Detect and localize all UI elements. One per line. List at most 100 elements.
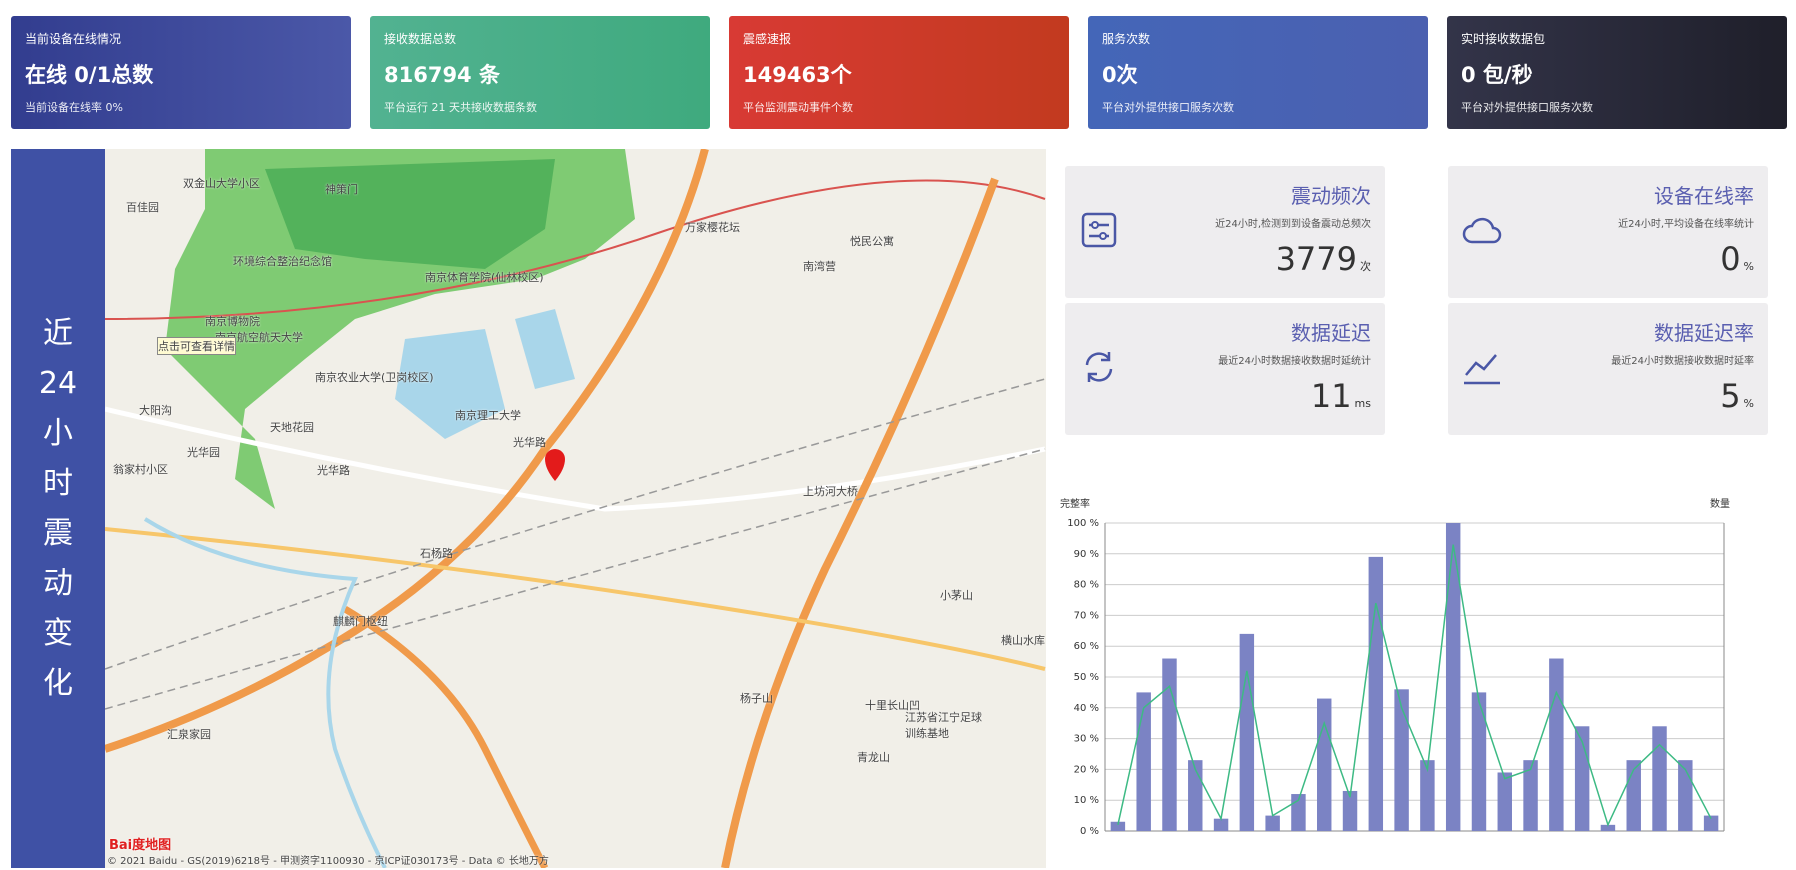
y-tick-label: 90 % (1074, 549, 1099, 560)
bar (1652, 726, 1667, 831)
y-tick-label: 100 % (1067, 518, 1099, 529)
stat-title: 数据延迟 (1291, 321, 1371, 345)
bar (1136, 692, 1151, 831)
map-label: 南京体育学院(仙林校区) (425, 271, 544, 284)
stat-unit: 次 (1360, 260, 1371, 273)
y-tick-label: 50 % (1074, 672, 1099, 683)
map-label: 大阳沟 (139, 404, 172, 417)
stat-value: 11 (1310, 377, 1352, 415)
y-tick-label: 60 % (1074, 641, 1099, 652)
header-card: 实时接收数据包 0 包/秒 平台对外提供接口服务次数 (1447, 16, 1787, 129)
stat-desc: 近24小时,检测到到设备震动总频次 (1215, 219, 1371, 230)
y-tick-label: 10 % (1074, 795, 1099, 806)
card-label: 当前设备在线情况 (25, 32, 122, 46)
y-axis-title: 完整率 (1060, 497, 1090, 510)
stat-card: 数据延迟率最近24小时数据接收数据时延率 5% (1448, 303, 1768, 435)
card-value: 816794 条 (384, 63, 500, 87)
map-label: 光华路 (513, 436, 546, 449)
map-label: 石杨路 (420, 547, 453, 560)
card-label: 接收数据总数 (384, 32, 457, 46)
side-panel: 近24小时震动变化 (11, 149, 105, 868)
bar (1239, 633, 1255, 831)
map-label: 南京航空航天大学 (215, 331, 303, 344)
bar (1497, 772, 1512, 831)
card-value: 0 包/秒 (1461, 63, 1533, 87)
card-label: 震感速报 (743, 32, 792, 46)
header-card: 震感速报 149463个 平台监测震动事件个数 (729, 16, 1069, 129)
stat-icon (1085, 352, 1113, 382)
map-label: 青龙山 (857, 751, 890, 764)
stat-unit: % (1743, 260, 1754, 273)
stat-title: 设备在线率 (1654, 184, 1754, 208)
bar (1213, 818, 1229, 831)
header-card: 当前设备在线情况在线 0/1总数当前设备在线率 0% (11, 16, 351, 129)
stat-icon (1462, 217, 1502, 244)
bar (1265, 815, 1280, 831)
card-value: 在线 0/1总数 (25, 63, 154, 87)
stat-icon (1081, 212, 1117, 248)
stat-card: 设备在线率 近24小时,平均设备在线率统计 0% (1448, 166, 1768, 298)
map-label: 神策门 (325, 183, 358, 196)
chart: 完整率 数量 0 % 10 % 20 % 30 % 40 % 50 % 60 % 70 % 80… (1060, 497, 1730, 837)
map-label: 麒麟门枢纽 (333, 615, 388, 628)
bar (1420, 760, 1435, 831)
map-label: 南京农业大学(卫岗校区) (315, 371, 434, 384)
y-tick-label: 70 % (1074, 610, 1099, 621)
map-label: 翁家村小区 (113, 463, 168, 476)
stat-card: 数据延迟最近24小时数据接收数据时延统计 11 ms (1065, 303, 1385, 435)
y-tick-label: 30 % (1074, 734, 1099, 745)
map-label: 杨子山 (740, 692, 773, 705)
stat-icon (1464, 354, 1500, 385)
bar (1162, 658, 1177, 831)
side-title: 近24小时震动变化 (38, 316, 78, 701)
map-label: 双金山大学小区 (183, 177, 260, 190)
map-label: 光华园 (187, 446, 220, 459)
y-tick-label: 40 % (1074, 703, 1099, 714)
map-label: 横山水库 (1001, 634, 1045, 647)
bar (1549, 658, 1564, 831)
map-base (105, 149, 1046, 868)
stat-desc: 最近24小时数据接收数据时延统计 (1218, 356, 1371, 367)
stat-unit: ms (1354, 397, 1371, 410)
map-label: 万家樱花坛 (685, 221, 740, 234)
card-sub: 平台运行 21 天共接收数据条数 (384, 101, 537, 114)
bar (1471, 692, 1487, 831)
stat-card: 震动频次 近24小时,检测到到设备震动总频次 3779 次 (1065, 166, 1385, 298)
bar (1110, 821, 1126, 831)
card-value: 0次 (1102, 63, 1138, 87)
map-label: 江苏省江宁足球训练基地 (905, 711, 982, 740)
stat-desc: 最近24小时数据接收数据时延率 (1611, 356, 1754, 367)
header-card: 接收数据总数 816794 条平台运行 21 天共接收数据条数 (370, 16, 710, 129)
bar (1600, 824, 1616, 831)
y-tick-label: 0 % (1080, 826, 1099, 837)
card-sub: 当前设备在线率 0% (25, 101, 123, 114)
bar (1342, 790, 1358, 831)
stat-value: 5 (1720, 377, 1741, 415)
map-label: 南京理工大学 (455, 409, 521, 422)
map-label: 环境综合整治纪念馆 (233, 255, 332, 268)
bar (1523, 760, 1538, 831)
card-label: 实时接收数据包 (1461, 32, 1546, 46)
map-label: 百佳园 (126, 201, 159, 214)
stat-desc: 近24小时,平均设备在线率统计 (1618, 219, 1754, 230)
map-label: 光华路 (317, 464, 350, 477)
card-label: 服务次数 (1102, 32, 1151, 46)
stat-unit: % (1743, 397, 1754, 410)
map-tooltip[interactable]: 点击可查看详情 (157, 337, 236, 355)
card-value: 149463个 (743, 63, 852, 87)
card-sub: 平台对外提供接口服务次数 (1102, 101, 1234, 114)
line (1117, 544, 1712, 827)
y-tick-label: 80 % (1074, 580, 1099, 591)
stat-title: 震动频次 (1291, 184, 1371, 208)
map-logo: Bai度地图 (109, 838, 172, 853)
map-label: 十里长山凹 (865, 699, 920, 712)
bar (1394, 689, 1409, 831)
bar (1368, 556, 1384, 831)
map[interactable]: 百佳园 双金山大学小区 神策门 环境综合整治纪念馆 南京体育学院(仙林校区) 万… (105, 149, 1046, 868)
bar (1703, 815, 1719, 831)
bar (1317, 698, 1332, 831)
map-copyright: © 2021 Baidu - GS(2019)6218号 - 甲测资字11009… (107, 856, 549, 867)
header-card: 服务次数 0次平台对外提供接口服务次数 (1088, 16, 1428, 129)
stat-title: 数据延迟率 (1654, 321, 1754, 345)
map-label: 小茅山 (940, 589, 973, 602)
